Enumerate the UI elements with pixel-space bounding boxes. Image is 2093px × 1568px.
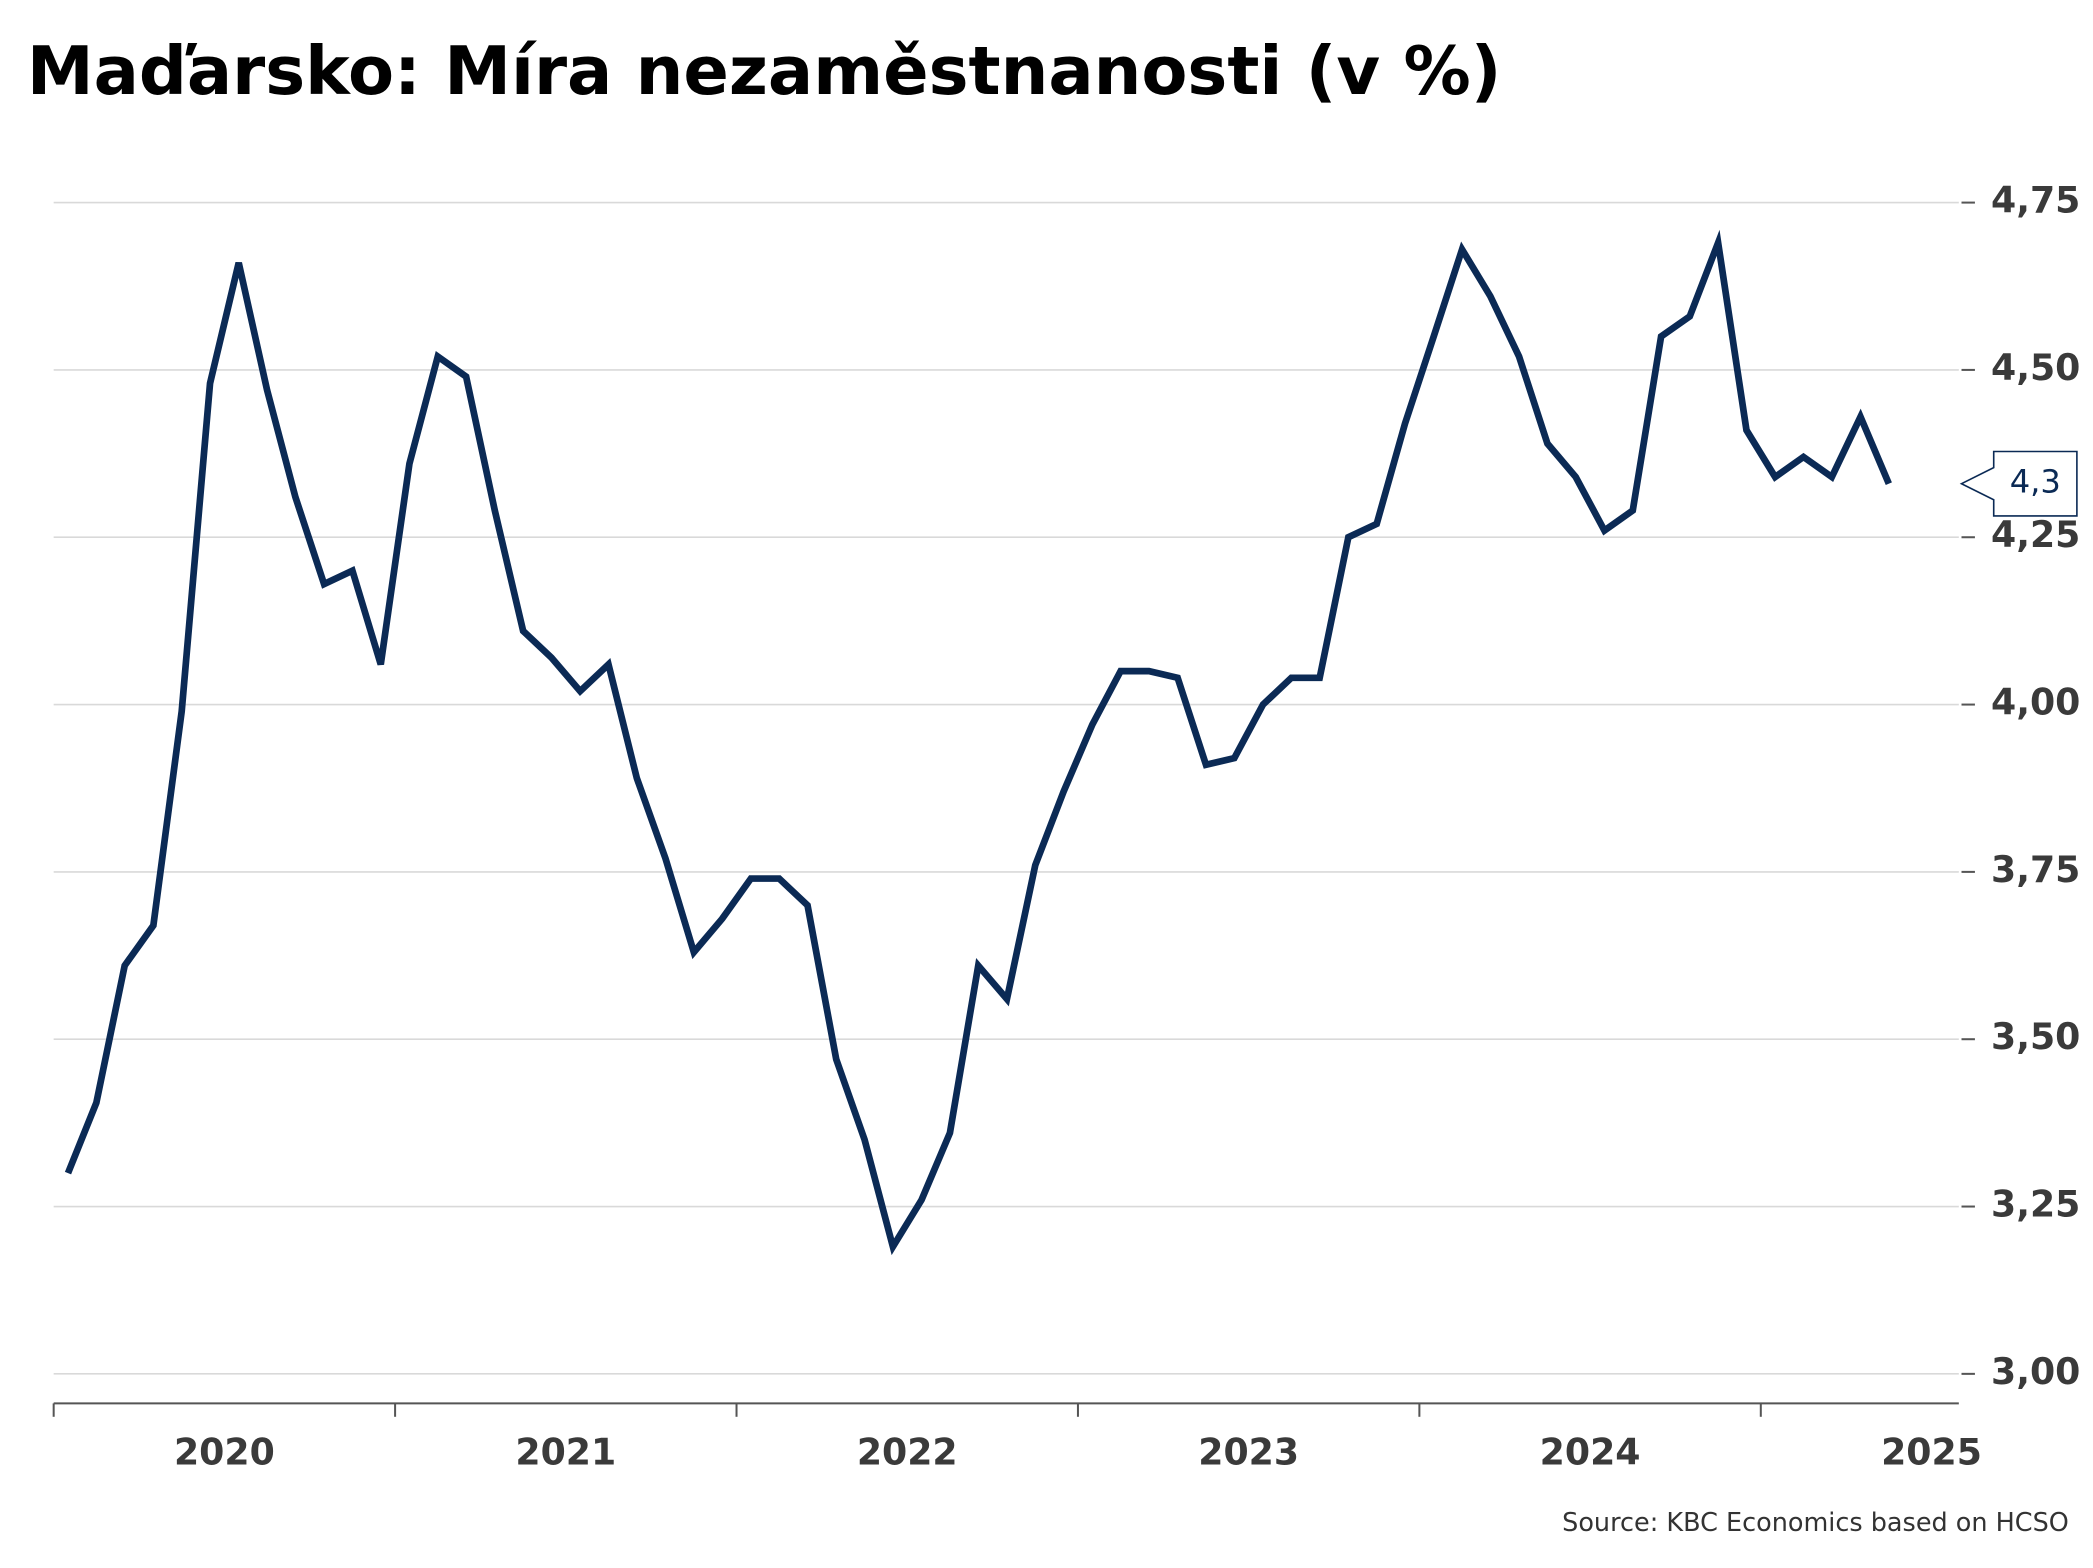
y-tick-label: 3,75 xyxy=(1991,848,2080,891)
x-tick-label: 2024 xyxy=(1540,1430,1641,1473)
y-tick-label: 3,00 xyxy=(1991,1350,2080,1393)
y-tick-label: 4,50 xyxy=(1991,346,2080,389)
x-tick-label: 2022 xyxy=(857,1430,958,1473)
x-tick-label: 2023 xyxy=(1198,1430,1299,1473)
y-tick-label: 3,25 xyxy=(1991,1183,2080,1226)
x-tick-label: 2020 xyxy=(174,1430,275,1473)
y-tick-label: 3,50 xyxy=(1991,1015,2080,1058)
y-tick-label: 4,25 xyxy=(1991,513,2080,556)
x-tick-label: 2021 xyxy=(515,1430,616,1473)
value-callout xyxy=(1959,450,2078,517)
chart-title: Maďarsko: Míra nezaměstnanosti (v %) xyxy=(27,32,1502,110)
line-series xyxy=(64,229,1892,1256)
y-tick-label: 4,00 xyxy=(1991,681,2080,724)
value-label: 4,3 xyxy=(2010,463,2061,501)
y-tick-label: 4,75 xyxy=(1991,179,2080,222)
x-tick-label: 2025 xyxy=(1881,1430,1982,1473)
source-note: Source: KBC Economics based on HCSO xyxy=(1562,1508,2069,1538)
